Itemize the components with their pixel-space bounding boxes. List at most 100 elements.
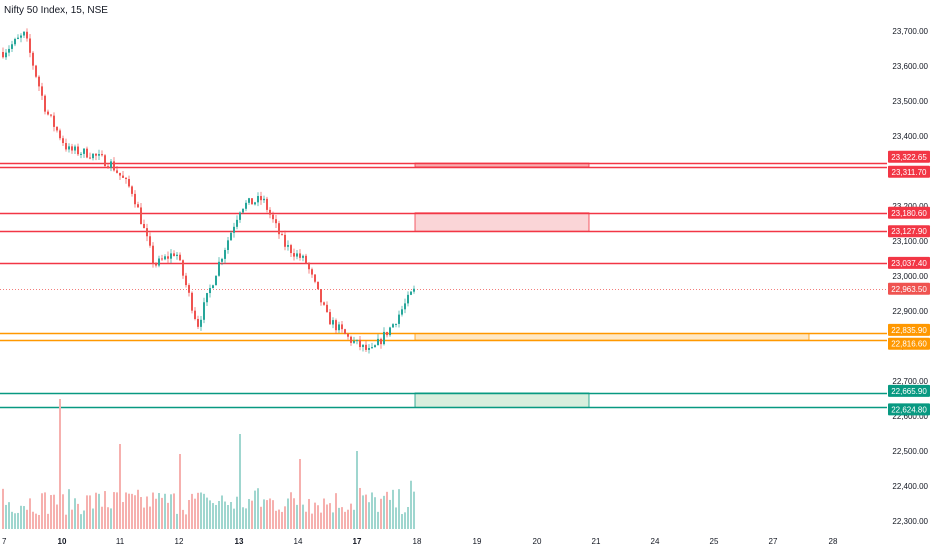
y-tick-label: 22,900.00 <box>892 307 928 316</box>
price-tag-7-bg <box>888 384 930 397</box>
candle-body <box>155 263 157 266</box>
volume-bar <box>362 495 364 529</box>
candle-body <box>257 196 259 203</box>
candle-body <box>290 245 292 254</box>
candle-body <box>413 288 415 292</box>
candle-body <box>194 310 196 320</box>
volume-bar <box>47 513 49 529</box>
volume-bar <box>8 502 10 529</box>
candle-body <box>80 153 82 155</box>
volume-bar <box>299 459 301 529</box>
volume-bar <box>218 501 220 529</box>
volume-bar <box>281 511 283 529</box>
volume-bar <box>392 489 394 529</box>
candle-body <box>284 234 286 247</box>
volume-bar <box>236 496 238 529</box>
x-tick-label: 13 <box>235 537 244 546</box>
volume-bar <box>329 503 331 529</box>
candle-body <box>209 288 211 294</box>
y-tick-label: 23,600.00 <box>892 62 928 71</box>
volume-bar <box>290 492 292 529</box>
volume-bar <box>89 495 91 529</box>
price-tag-4: 23,037.40 <box>891 259 927 268</box>
candle-body <box>128 179 130 187</box>
candle-body <box>329 312 331 325</box>
volume-bar <box>398 489 400 529</box>
candle-body <box>338 324 340 331</box>
y-tick-label: 22,300.00 <box>892 517 928 526</box>
volume-bar <box>119 444 121 529</box>
volume-bar <box>353 509 355 529</box>
volume-bar <box>98 493 100 529</box>
volume-bar <box>239 434 241 529</box>
volume-bar <box>146 496 148 529</box>
volume-bar <box>275 510 277 529</box>
y-tick-label: 23,000.00 <box>892 272 928 281</box>
volume-bar <box>35 513 37 529</box>
candle-body <box>278 223 280 235</box>
volume-bar <box>413 491 415 529</box>
candle-body <box>404 303 406 310</box>
volume-bar <box>110 508 112 529</box>
candle-body <box>311 269 313 275</box>
candle-body <box>122 175 124 178</box>
volume-bar <box>200 492 202 529</box>
candle-body <box>173 253 175 256</box>
candle-body <box>299 253 301 258</box>
candle-body <box>131 186 133 194</box>
candle-body <box>350 336 352 343</box>
candle-body <box>185 275 187 286</box>
candle-body <box>65 143 67 150</box>
volume-bar <box>62 494 64 529</box>
candle-body <box>353 340 355 343</box>
candle-body <box>104 155 106 167</box>
candle-body <box>23 31 25 36</box>
candle-body <box>215 275 217 286</box>
volume-bar <box>317 505 319 529</box>
volume-bar <box>188 499 190 529</box>
volume-bar <box>377 511 379 529</box>
candle-body <box>317 281 319 290</box>
volume-bar <box>215 504 217 529</box>
volume-bar <box>383 495 385 529</box>
candle-body <box>74 146 76 151</box>
volume-bar <box>74 498 76 529</box>
candle-body <box>260 196 262 201</box>
volume-bar <box>161 497 163 529</box>
volume-bar <box>404 512 406 529</box>
candle-body <box>407 294 409 304</box>
candle-body <box>83 148 85 154</box>
price-tag-1-bg <box>888 165 930 178</box>
volume-bar <box>344 511 346 529</box>
volume-bar <box>233 508 235 529</box>
candle-body <box>50 114 52 116</box>
candle-body <box>248 198 250 203</box>
volume-bar <box>389 499 391 529</box>
volume-bar <box>365 494 367 529</box>
volume-bar <box>131 493 133 529</box>
volume-bar <box>53 494 55 529</box>
volume-bar <box>203 493 205 529</box>
volume-bar <box>17 512 19 529</box>
volume-bar <box>224 501 226 529</box>
candle-body <box>239 212 241 220</box>
candle-body <box>167 256 169 259</box>
candle-body <box>374 345 376 348</box>
candle-body <box>320 289 322 303</box>
volume-bar <box>155 498 157 529</box>
candle-body <box>203 302 205 320</box>
volume-bar <box>101 506 103 529</box>
candle-body <box>287 245 289 247</box>
candle-body <box>68 146 70 150</box>
candle-body <box>53 115 55 127</box>
volume-bar <box>311 513 313 529</box>
candle-body <box>125 177 127 180</box>
volume-bar <box>116 492 118 529</box>
candle-body <box>392 324 394 328</box>
volume-bar <box>20 505 22 529</box>
volume-bar <box>122 502 124 529</box>
candle-body <box>305 255 307 264</box>
x-tick-label: 11 <box>116 537 125 546</box>
volume-bar <box>125 492 127 529</box>
